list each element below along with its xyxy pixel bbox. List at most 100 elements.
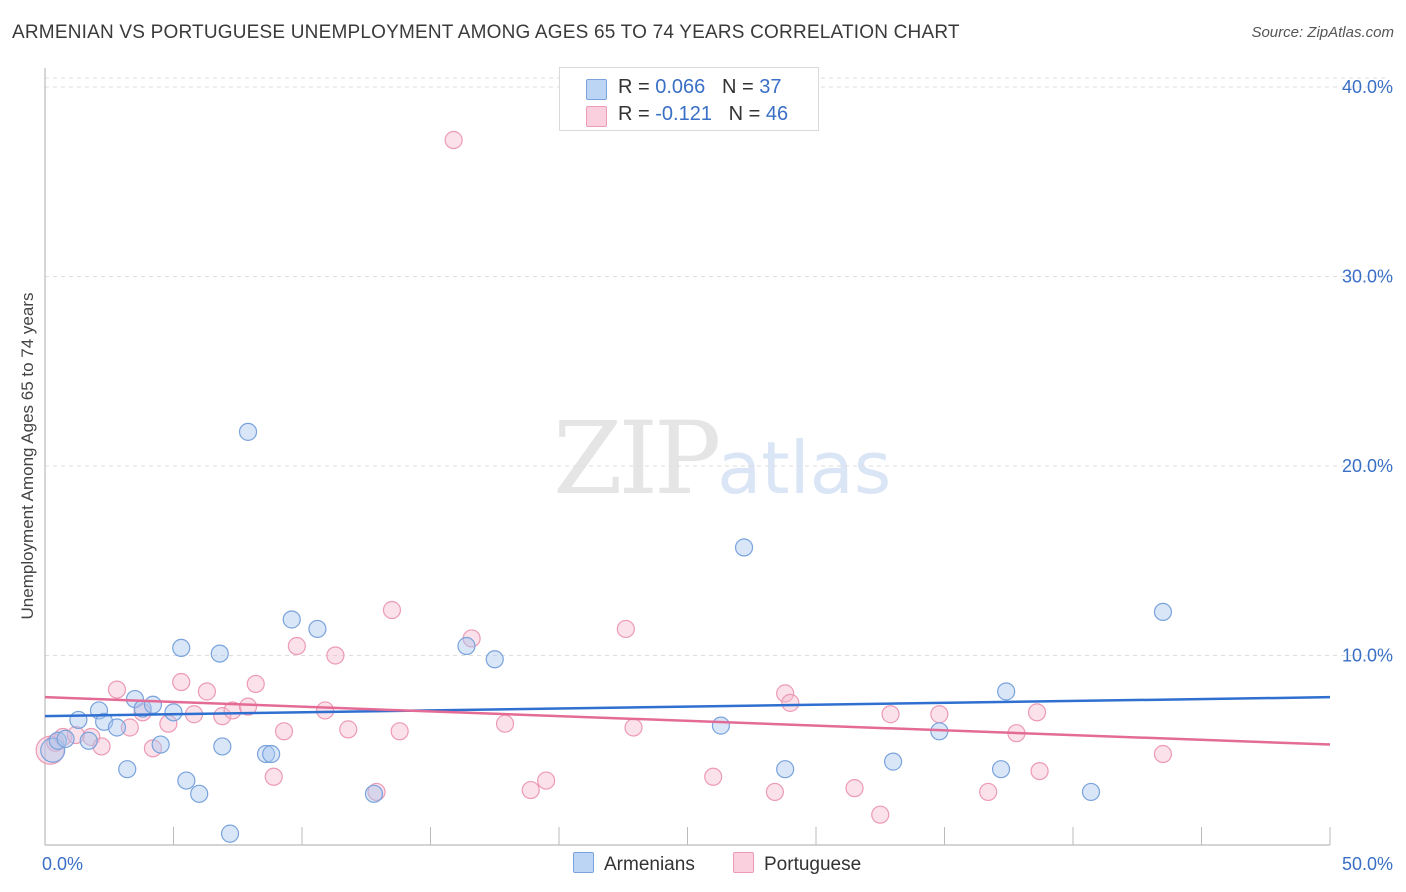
armenians-point <box>485 650 504 669</box>
y-tick-label: 30.0% <box>1342 266 1393 286</box>
portuguese-point <box>287 636 306 656</box>
portuguese-point <box>537 771 556 790</box>
portuguese-point <box>616 619 635 639</box>
armenians-point <box>883 752 903 771</box>
armenians-point <box>79 731 98 750</box>
armenians-legend-label: Armenians <box>604 854 695 875</box>
armenians-points <box>40 422 1173 843</box>
armenians-point <box>143 695 163 714</box>
portuguese-point <box>1027 703 1047 722</box>
armenians-n-label: N = <box>721 76 754 98</box>
x-tick-label: 0.0% <box>42 854 83 874</box>
armenians-point <box>220 824 240 843</box>
armenians-point <box>711 716 731 735</box>
armenians-point <box>164 703 183 722</box>
portuguese-point <box>979 782 998 802</box>
legend-item-portuguese: Portuguese <box>733 852 861 876</box>
portuguese-point <box>781 693 800 712</box>
portuguese-point <box>382 600 402 620</box>
legend-item-armenians: Armenians <box>573 852 695 876</box>
portuguese-point <box>765 782 784 802</box>
armenians-point <box>107 718 127 737</box>
portuguese-point <box>246 674 265 694</box>
portuguese-point <box>326 646 345 665</box>
armenians-point <box>238 422 258 441</box>
portuguese-n-label: N = <box>728 103 761 125</box>
armenians-point <box>997 682 1016 701</box>
portuguese-point <box>871 805 890 824</box>
armenians-r-label: R = <box>618 76 650 98</box>
armenians-point <box>213 737 232 756</box>
armenians-point <box>210 644 229 663</box>
portuguese-point <box>776 684 795 703</box>
portuguese-point <box>120 718 139 737</box>
portuguese-point <box>624 718 643 737</box>
axes <box>44 68 1331 846</box>
armenians-point <box>364 784 384 803</box>
portuguese-legend-label: Portuguese <box>764 854 862 875</box>
armenians-point <box>1081 782 1101 802</box>
armenians-r-value: 0.066 <box>655 76 706 98</box>
portuguese-point <box>845 779 864 798</box>
armenians-trend-line <box>44 695 1331 718</box>
y-tick-label: 40.0% <box>1342 77 1393 97</box>
armenians-point <box>734 538 754 557</box>
portuguese-r-value: -0.121 <box>655 103 712 125</box>
portuguese-point <box>197 682 217 701</box>
portuguese-point <box>1030 761 1049 781</box>
armenians-point <box>151 735 170 754</box>
armenians-point <box>172 638 191 658</box>
armenians-point <box>457 636 476 656</box>
armenians-point <box>1153 602 1173 622</box>
portuguese-point <box>172 672 191 692</box>
portuguese-point <box>264 767 283 786</box>
portuguese-point <box>930 705 949 724</box>
armenians-point <box>262 744 281 764</box>
portuguese-point <box>107 680 127 699</box>
portuguese-point <box>444 130 463 150</box>
armenians-point <box>190 784 209 803</box>
armenians-point <box>56 729 75 748</box>
armenians-point <box>118 760 137 779</box>
portuguese-point <box>238 697 258 716</box>
armenians-legend-swatch <box>573 852 594 873</box>
portuguese-swatch <box>586 106 607 127</box>
portuguese-trend-line <box>44 695 1331 746</box>
armenians-point <box>256 744 276 764</box>
watermark: ZIPatlas <box>553 400 891 517</box>
portuguese-points <box>35 130 1173 824</box>
portuguese-legend-swatch <box>733 852 754 873</box>
y-tick-label: 10.0% <box>1342 645 1393 665</box>
portuguese-point <box>495 714 515 733</box>
portuguese-point <box>213 707 232 726</box>
portuguese-n-value: 46 <box>765 103 789 125</box>
portuguese-point <box>339 720 358 739</box>
portuguese-point <box>316 701 335 720</box>
armenians-point <box>177 771 196 790</box>
portuguese-r-label: R = <box>618 103 650 125</box>
chart-title: ARMENIAN VS PORTUGUESE UNEMPLOYMENT AMON… <box>12 22 960 43</box>
x-tick-label: 50.0% <box>1342 854 1393 874</box>
portuguese-point <box>223 701 242 720</box>
source-label: Source: ZipAtlas.com <box>1251 24 1394 41</box>
stats-legend: R = 0.066 N = 37 R = -0.121 N = 46 <box>559 67 819 131</box>
armenians-point <box>776 760 795 779</box>
portuguese-point <box>367 782 386 802</box>
armenians-point <box>308 619 327 639</box>
portuguese-point <box>521 780 540 800</box>
portuguese-point <box>274 722 294 741</box>
portuguese-point <box>704 767 723 786</box>
armenians-point <box>282 610 301 629</box>
tick-labels: 10.0% 20.0% 30.0% 40.0% 0.0% 50.0% <box>42 77 1393 874</box>
portuguese-point <box>1153 744 1173 764</box>
armenians-point <box>991 760 1011 779</box>
watermark-zip: ZIP <box>553 400 721 517</box>
watermark-atlas: atlas <box>717 426 892 510</box>
armenians-n-value: 37 <box>759 76 782 98</box>
gridlines <box>45 77 1385 656</box>
trend-lines <box>44 695 1331 746</box>
y-tick-label: 20.0% <box>1342 456 1393 476</box>
portuguese-point <box>390 722 409 741</box>
armenians-point <box>69 710 88 730</box>
